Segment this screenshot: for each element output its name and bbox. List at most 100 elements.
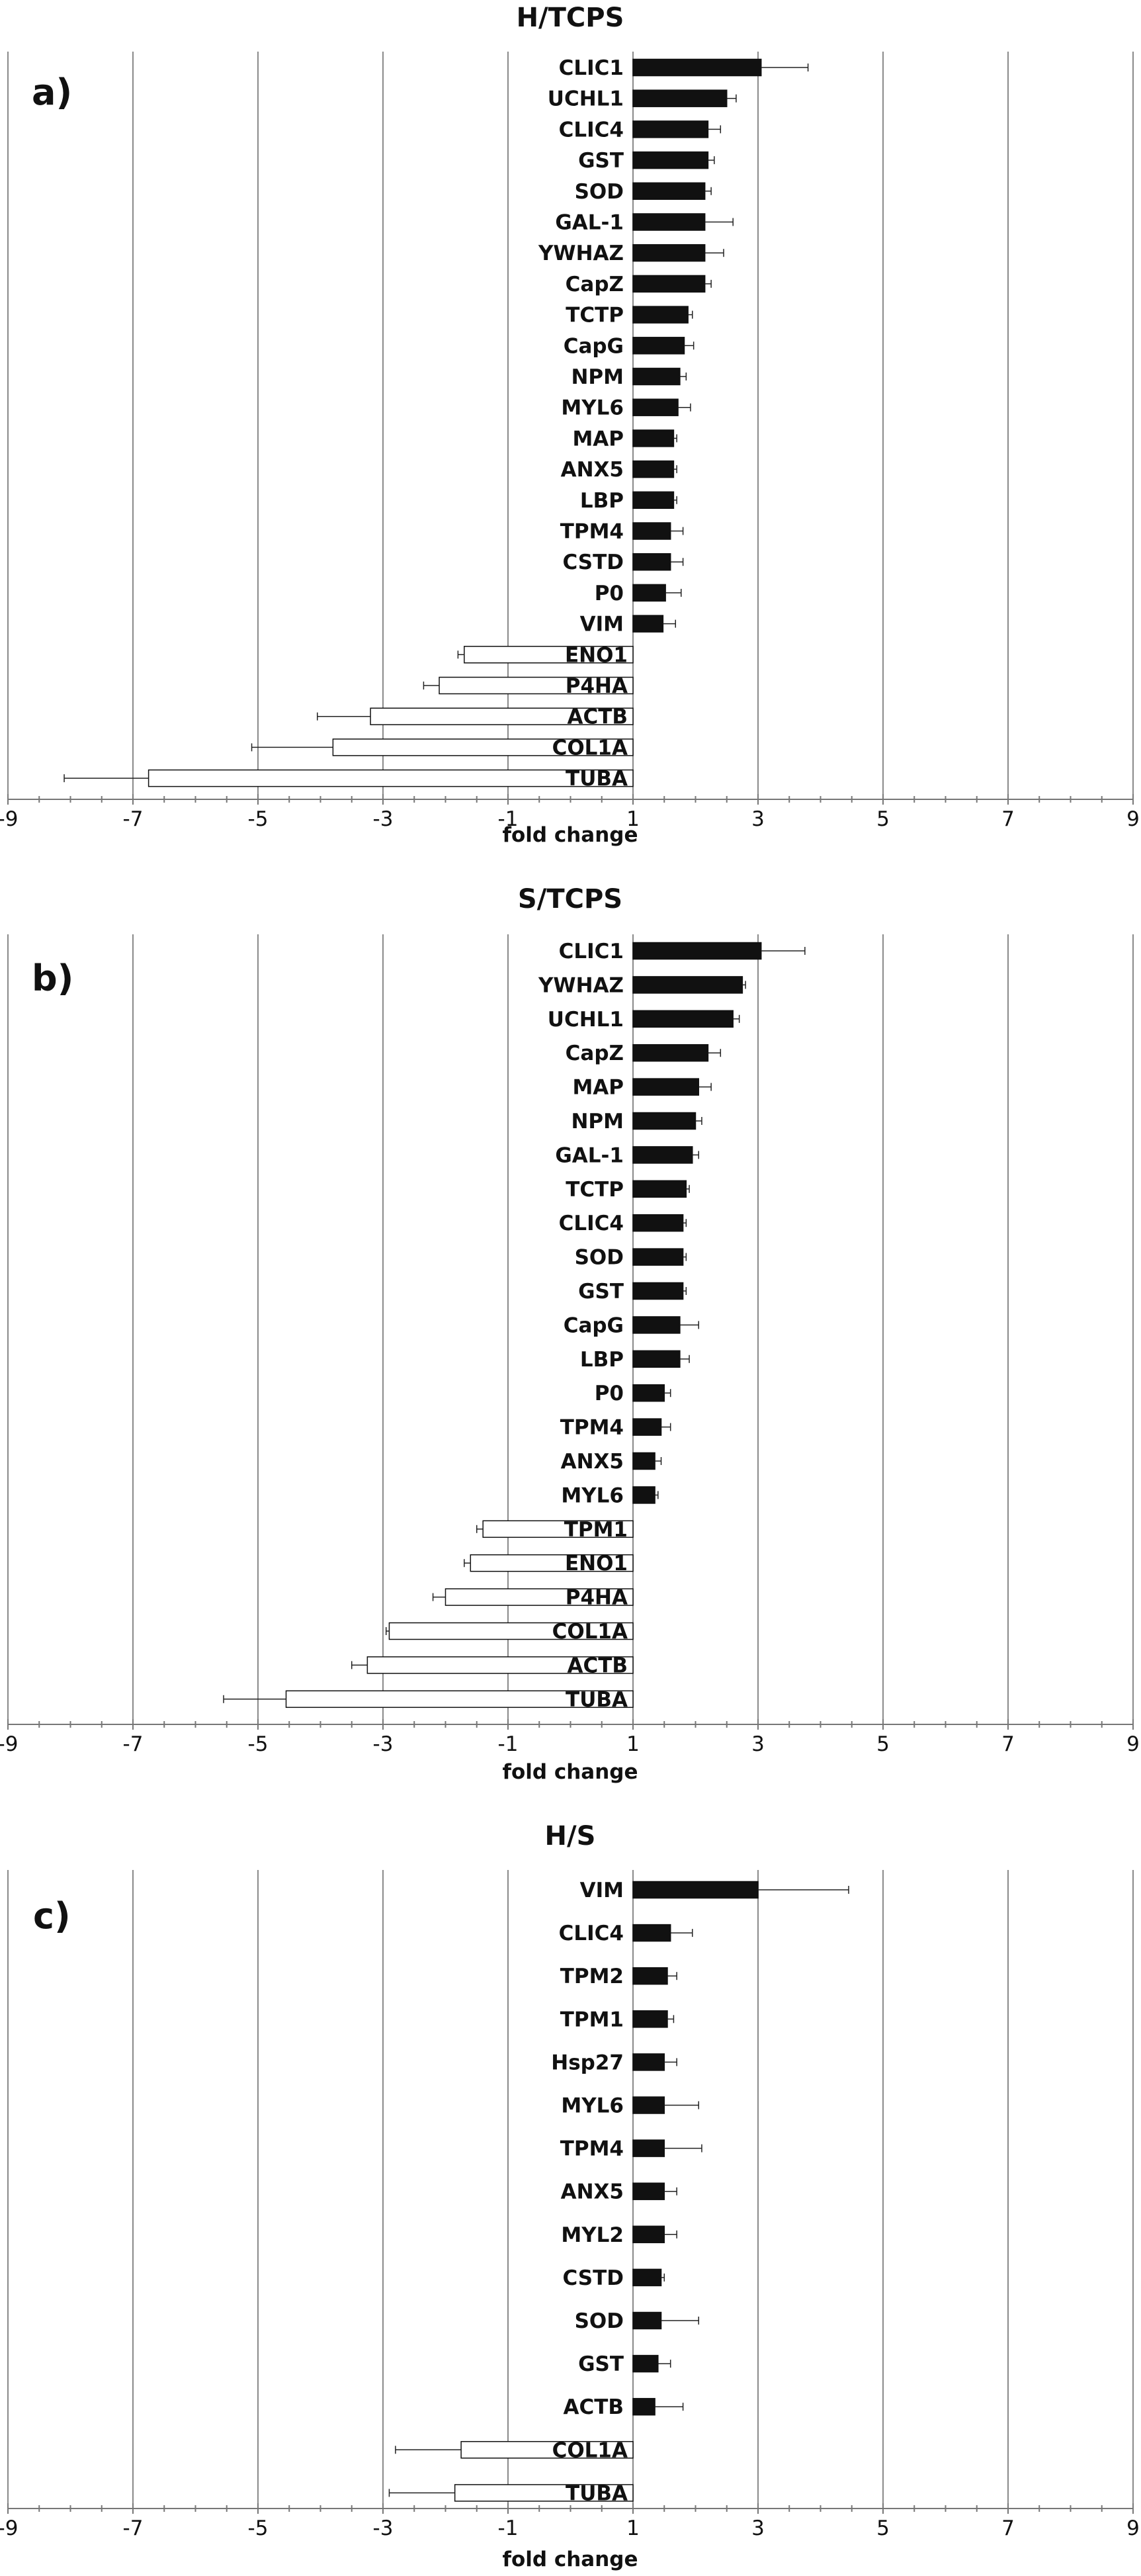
panel-a-x-axis-title: fold change: [502, 823, 638, 847]
panel-a-category-label: TPM4: [560, 520, 624, 544]
panel-c-category-label: GST: [578, 2352, 624, 2376]
panel-a-bar: [632, 522, 671, 540]
panel-b-tick-label: -3: [373, 1732, 394, 1756]
panel-c-tick-label: 1: [626, 2516, 640, 2540]
panel-c-bar: [632, 2268, 662, 2287]
panel-b-category-label: COL1A: [552, 1620, 628, 1644]
panel-b-title: S/TCPS: [518, 884, 622, 914]
panel-b-plot: -9 -7 -5 -3 -1 1 3 5 7 9 CLIC1 YWHAZ UCHL1 CapZ MAP NPM…: [0, 934, 1140, 1756]
panel-b-bar: [632, 1350, 681, 1368]
panel-a-category-label: ACTB: [567, 705, 628, 729]
panel-c-category-label: COL1A: [552, 2438, 628, 2462]
panel-c-tick-label: 9: [1126, 2516, 1140, 2540]
panel-a-bar: [148, 769, 634, 787]
panel-b-bar: [632, 1486, 655, 1504]
panel-a-category-label: CapG: [564, 334, 624, 358]
panel-a-bar: [632, 398, 679, 416]
panel-b-category-label: LBP: [580, 1348, 624, 1372]
panel-b-category-label: MAP: [572, 1076, 624, 1100]
panel-b-category-label: NPM: [571, 1110, 624, 1133]
panel-a-bar: [632, 460, 675, 478]
panel-b-tick-label: -7: [123, 1732, 144, 1756]
panel-b: S/TCPS b) -9 -7 -5 -3 -1 1 3 5 7 9 CLIC1 YWHAZ UCHL1…: [0, 884, 1140, 1784]
panel-c-category-label: TPM4: [560, 2137, 624, 2161]
panel-c-tick-label: -3: [373, 2516, 394, 2540]
panel-c-bar: [632, 1881, 759, 1899]
panel-c-label: c): [33, 1895, 71, 1937]
panel-a-bar: [632, 337, 685, 355]
panel-a-bar: [439, 676, 634, 695]
panel-b-category-label: YWHAZ: [538, 973, 624, 997]
panel-a-bar: [632, 275, 706, 293]
panel-b-bar: [632, 1418, 662, 1436]
panel-c-tick-label: 5: [876, 2516, 890, 2540]
panel-b-bar: [632, 1078, 699, 1096]
panel-a-tick-label: 1: [626, 807, 640, 831]
panel-a-title: H/TCPS: [517, 3, 624, 33]
panel-c-bar: [632, 2139, 665, 2157]
panel-b-bar: [632, 1316, 681, 1334]
panel-a-category-label: P0: [595, 582, 624, 605]
panel-a-category-label: CLIC1: [559, 56, 624, 80]
panel-b-bar: [388, 1622, 634, 1640]
panel-b-tick-label: -9: [0, 1732, 18, 1756]
panel-c-tick-label: 7: [1001, 2516, 1015, 2540]
panel-c-bar: [454, 2484, 634, 2502]
panel-b-bar: [632, 1044, 709, 1062]
panel-a-bar: [632, 584, 666, 602]
panel-b-category-label: SOD: [575, 1246, 624, 1270]
panel-b-bar: [632, 1146, 693, 1164]
panel-a-category-label: YWHAZ: [538, 242, 624, 265]
panel-a-bar: [632, 244, 706, 262]
panel-a-tick-label: 5: [876, 807, 890, 831]
panel-a-bar: [632, 213, 706, 231]
panel-a-bar: [632, 120, 709, 138]
panel-a-category-label: MAP: [572, 427, 624, 451]
panel-c: H/S c) -9 -7 -5 -3 -1 1 3 5 7 9 VIM CLIC4 TPM2 TPM1 Hs…: [0, 1821, 1140, 2571]
panel-c-category-label: CSTD: [562, 2266, 624, 2290]
panel-c-tick-label: 3: [751, 2516, 765, 2540]
panel-c-category-label: CLIC4: [559, 1922, 624, 1945]
panel-a-category-label: GST: [578, 149, 624, 173]
panel-a-tick-label: 9: [1126, 807, 1140, 831]
panel-a-category-label: MYL6: [561, 396, 624, 420]
panel-b-category-label: ENO1: [565, 1552, 628, 1576]
panel-a-tick-label: -1: [498, 807, 519, 831]
panel-a-category-label: P4HA: [566, 674, 628, 698]
panel-b-category-label: UCHL1: [548, 1008, 624, 1032]
panel-c-plot: -9 -7 -5 -3 -1 1 3 5 7 9 VIM CLIC4 TPM2 TPM1 Hsp27 MYL6…: [0, 1870, 1140, 2540]
panel-a-tick-label: 7: [1001, 807, 1015, 831]
panel-b-x-axis-title: fold change: [502, 1760, 638, 1784]
panel-b-bar: [632, 1282, 684, 1300]
panel-c-bar: [632, 1967, 668, 1985]
panel-c-tick-label: -1: [498, 2516, 519, 2540]
panel-b-bar: [632, 1180, 687, 1198]
panel-a-bar: [632, 553, 671, 571]
panel-a-bar: [632, 306, 689, 324]
panel-b-tick-label: 5: [876, 1732, 890, 1756]
panel-c-category-label: SOD: [575, 2309, 624, 2333]
panel-b-category-label: TUBA: [566, 1688, 628, 1712]
panel-b-tick-label: -1: [498, 1732, 519, 1756]
panel-c-bar: [460, 2441, 634, 2459]
panel-b-category-label: GAL-1: [555, 1143, 624, 1167]
panel-b-category-label: GST: [578, 1280, 624, 1304]
panel-c-bar: [632, 2354, 659, 2373]
panel-c-bar: [632, 2311, 662, 2330]
panel-b-category-label: ANX5: [561, 1450, 624, 1474]
panel-a-tick-label: -5: [248, 807, 269, 831]
panel-a-category-label: GAL-1: [555, 211, 624, 235]
panel-b-category-label: CLIC4: [559, 1212, 624, 1235]
panel-a-category-label: TCTP: [566, 304, 624, 328]
panel-c-tick-label: -9: [0, 2516, 18, 2540]
panel-c-category-label: ANX5: [561, 2180, 624, 2204]
panel-c-bar: [632, 2053, 665, 2071]
panel-b-category-label: MYL6: [561, 1484, 624, 1507]
panel-c-category-label: MYL6: [561, 2094, 624, 2118]
panel-a-bar: [632, 182, 706, 200]
panel-a-bar: [632, 615, 664, 633]
panel-c-bar: [632, 2182, 665, 2200]
panel-a-label: a): [32, 71, 72, 113]
panel-c-category-label: TPM2: [560, 1965, 624, 1988]
